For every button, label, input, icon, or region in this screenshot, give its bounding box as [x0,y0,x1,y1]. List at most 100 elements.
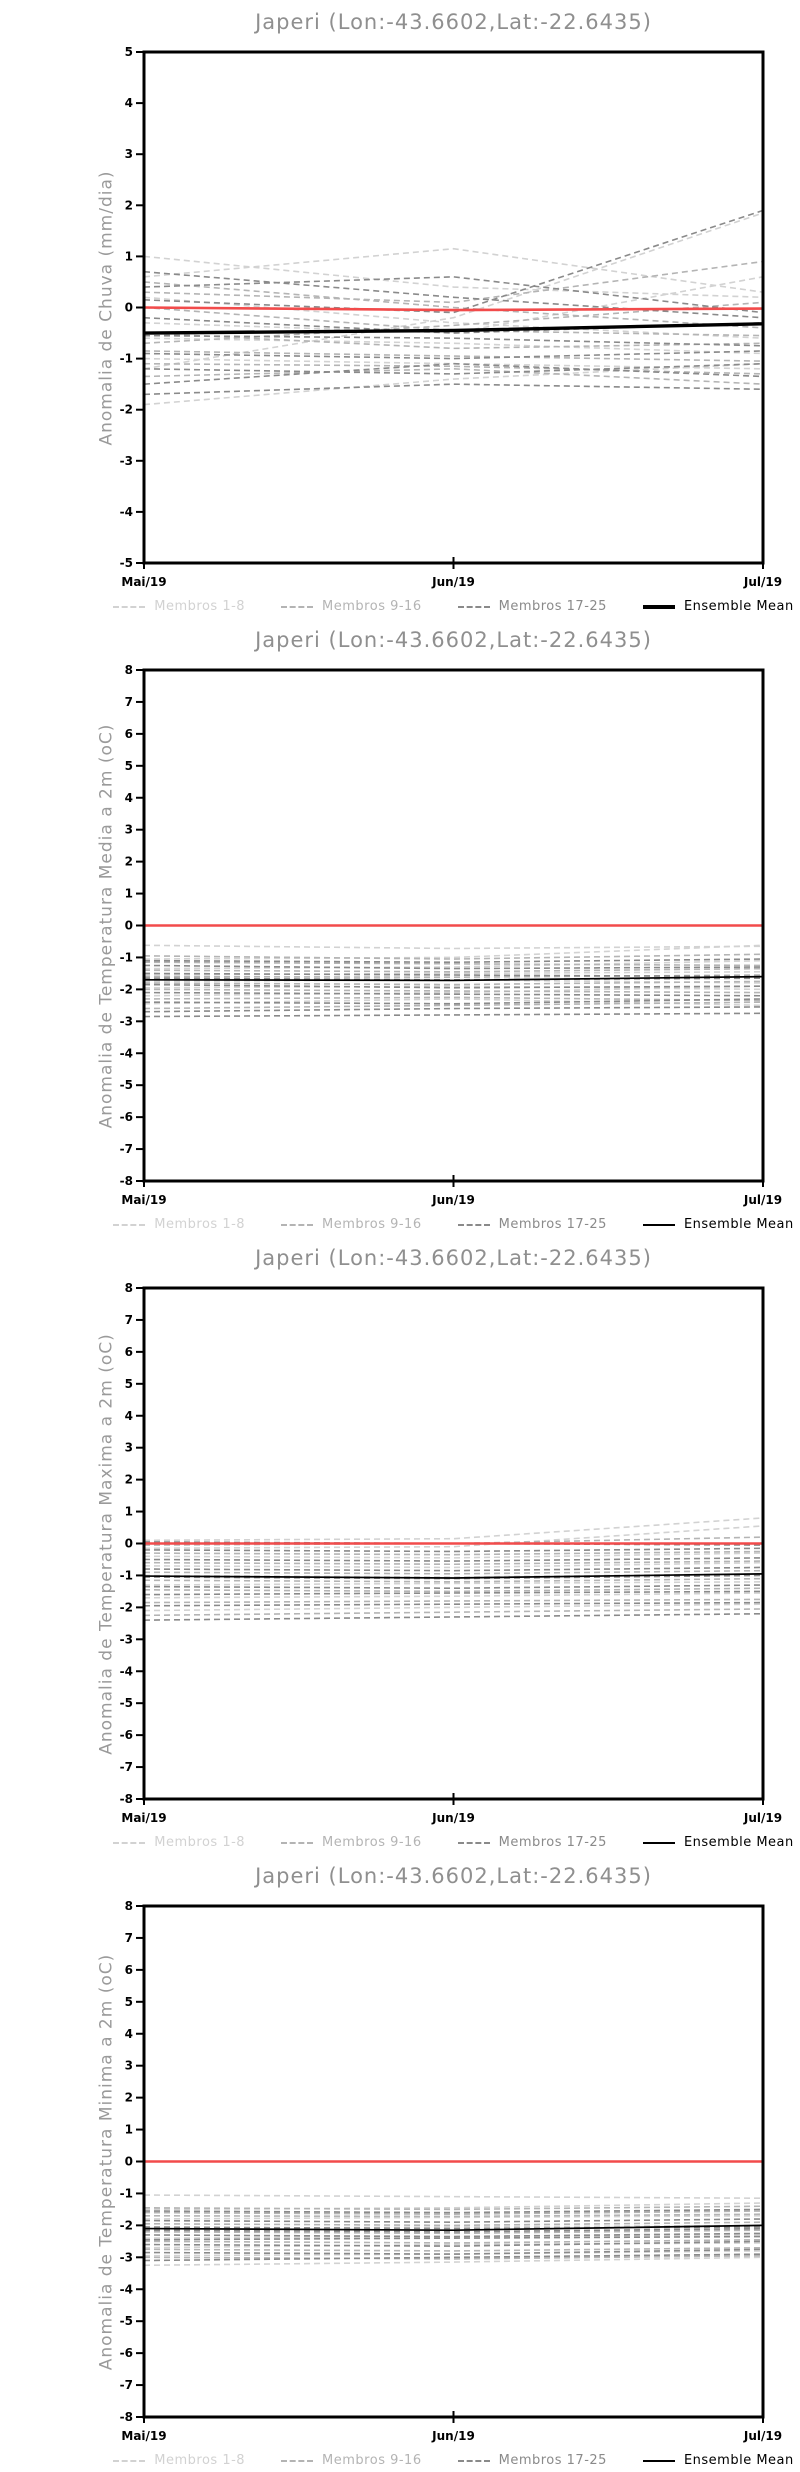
y-tick-label: -3 [120,454,133,468]
member-line [143,1601,764,1607]
y-tick-label: 1 [125,2123,133,2137]
member-line [143,980,764,986]
legend-member-line-sample [281,605,314,608]
legend-item: Ensemble Mean [642,1217,794,1232]
max-temperature-anomaly-plot: -8 -7 -6 -5 -4 -3 -2 -1 0 1 2 3 4 5 6 7 8 Mai/19 Jun/19 Jul… [120,1281,782,1825]
x-tick-label: Jun/19 [431,1811,475,1825]
y-tick-label: 2 [125,855,133,869]
legend: Membros 1-8 Membros 9-16 Membros 17-25 Ense… [113,599,793,614]
plot-border [142,1904,765,2419]
y-tick-label: 1 [125,887,133,901]
member-line [143,2205,764,2211]
y-tick-label: 3 [125,823,133,837]
member-line [143,958,764,964]
member-line [143,334,764,347]
member-line [143,260,764,304]
y-tick-label: 2 [125,2091,133,2105]
member-line [143,1612,764,1621]
legend: Membros 1-8 Membros 9-16 Membros 17-25 Ense… [113,1835,793,1850]
x-tick-label: Jul/19 [743,575,782,589]
y-tick-label: -5 [120,2314,133,2328]
x-tick-label: Jun/19 [431,2429,475,2443]
member-line [143,1561,764,1569]
chart-title: Japeri (Lon:-43.6602,Lat:-22.6435) [255,1864,652,1888]
y-tick-label: -7 [120,2378,133,2392]
y-tick-label: -4 [120,1664,133,1678]
y-tick-label: 0 [125,1537,133,1551]
chart-mean-temperature-anomaly: Japeri (Lon:-43.6602,Lat:-22.6435) Anoma… [0,618,800,1236]
y-tick-label: -7 [120,1760,133,1774]
x-tick-label: Mai/19 [121,1811,166,1825]
member-line [143,1012,764,1018]
y-tick-label: -1 [120,2186,133,2200]
legend-item-label: Ensemble Mean [683,2453,794,2468]
member-line [143,1598,764,1604]
y-tick-label: 4 [125,96,133,110]
member-line [143,977,764,981]
y-tick-label: -4 [120,505,133,519]
y-tick-label: -8 [120,1792,133,1806]
y-tick-label: -5 [120,1696,133,1710]
y-tick-label: -3 [120,1014,133,1028]
member-line [143,961,764,967]
member-line [143,2253,764,2262]
legend-item: Membros 17-25 [457,2453,607,2468]
member-line [143,1517,764,1542]
member-line [143,964,764,970]
y-tick-label: -3 [120,1632,133,1646]
x-tick-label: Jul/19 [743,1193,782,1207]
y-tick-label: 5 [125,759,133,773]
y-tick-label: 4 [125,791,133,805]
member-line [143,212,764,370]
y-tick-label: 0 [125,2155,133,2169]
legend-item-label: Membros 9-16 [322,599,422,614]
legend-member-line-sample [281,1223,314,1226]
legend-item-label: Membros 9-16 [322,2453,422,2468]
member-line [143,2254,764,2260]
member-line [143,1001,764,1010]
member-line [143,988,764,994]
member-line [143,967,764,973]
member-line [143,1560,764,1566]
legend-member-line-sample [457,605,490,608]
y-tick-label: 6 [125,727,133,741]
member-line [143,337,764,355]
y-tick-label: -6 [120,2346,133,2360]
y-tick-label: 0 [125,919,133,933]
x-tick-label: Mai/19 [121,2429,166,2443]
y-tick-label: 6 [125,1963,133,1977]
member-line [143,2248,764,2255]
member-line [143,1577,764,1583]
member-line [143,1584,764,1590]
x-tick-label: Jun/19 [431,575,475,589]
y-tick-label: 5 [125,45,133,59]
y-tick-label: 5 [125,1995,133,2009]
legend-member-line-sample [113,2459,146,2462]
member-line [143,2221,764,2227]
member-line [143,2238,764,2244]
member-line [143,985,764,991]
member-line [143,944,764,960]
member-line [143,281,764,329]
legend-member-line-sample [457,2459,490,2462]
precipitation-anomaly-plot: -5 -4 -3 -2 -1 0 1 2 3 4 5 Mai/19 Jun/19 Jul/19 [120,45,782,589]
y-tick-label: 3 [125,147,133,161]
member-line [143,2227,764,2233]
member-line [143,1608,764,1617]
member-line [143,2232,764,2238]
y-tick-label: 1 [125,1505,133,1519]
y-tick-label: 4 [125,1409,133,1423]
legend: Membros 1-8 Membros 9-16 Membros 17-25 Ense… [113,2453,793,2468]
mean-temperature-anomaly-plot: -8 -7 -6 -5 -4 -3 -2 -1 0 1 2 3 4 5 6 7 8 Mai/19 Jun/19 Jul… [120,663,782,1207]
y-tick-label: 7 [125,1931,133,1945]
ensemble-mean-line [143,1572,764,1579]
member-line [143,2240,764,2247]
legend-mean-line-sample [642,604,675,609]
member-line [143,2214,764,2220]
member-line [143,2234,764,2239]
chart-title: Japeri (Lon:-43.6602,Lat:-22.6435) [255,1246,652,1270]
y-tick-label: -5 [120,1078,133,1092]
y-tick-label: -7 [120,1142,133,1156]
legend-member-line-sample [457,1841,490,1844]
